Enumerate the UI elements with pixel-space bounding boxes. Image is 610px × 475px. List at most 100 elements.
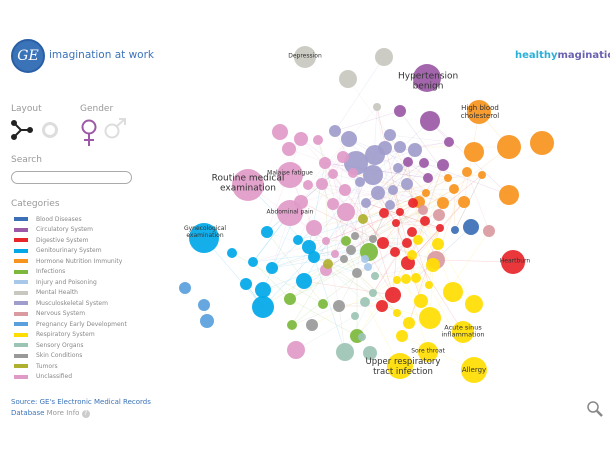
node-unclassified[interactable] — [331, 250, 339, 258]
node-respiratory-system[interactable] — [419, 307, 441, 329]
node-respiratory-system[interactable] — [426, 258, 440, 272]
node-unclassified[interactable] — [272, 124, 288, 140]
zoom-magnifier-icon[interactable] — [586, 400, 604, 418]
node-unclassified[interactable] — [319, 157, 331, 169]
node-hormone-nutrition-immunity[interactable] — [464, 142, 484, 162]
node-digestive-system[interactable] — [402, 238, 412, 248]
node-genitourinary-system[interactable] — [308, 251, 320, 263]
node-genitourinary-system[interactable] — [293, 235, 303, 245]
node-mental-health[interactable] — [373, 103, 381, 111]
node-circulatory-system[interactable] — [394, 105, 406, 117]
node-sensory-organs[interactable] — [336, 343, 354, 361]
node-unclassified[interactable] — [303, 180, 313, 190]
legend-item[interactable]: Musculoskeletal System — [14, 298, 127, 309]
node-hormone-nutrition-immunity[interactable] — [530, 131, 554, 155]
node-respiratory-system[interactable] — [432, 238, 444, 250]
node-hormone-nutrition-immunity[interactable] — [497, 135, 521, 159]
healthymagination-logo[interactable]: healthymagination — [515, 50, 610, 61]
node-respiratory-system[interactable] — [407, 250, 417, 260]
node-circulatory-system[interactable] — [444, 137, 454, 147]
legend-item[interactable]: Hormone Nutrition Immunity — [14, 256, 127, 267]
node-pregnancy-early-development[interactable] — [200, 314, 214, 328]
node-respiratory-system[interactable] — [414, 294, 428, 308]
node-respiratory-system[interactable] — [411, 273, 421, 283]
legend-item[interactable]: Respiratory System — [14, 330, 127, 341]
node-blood-diseases[interactable] — [463, 219, 479, 235]
node-skin-conditions[interactable] — [306, 319, 318, 331]
node-genitourinary-system[interactable] — [189, 223, 219, 253]
node-musculoskeletal-system[interactable] — [363, 165, 383, 185]
legend-item[interactable]: Unclassified — [14, 372, 127, 383]
node-pregnancy-early-development[interactable] — [198, 299, 210, 311]
node-unclassified[interactable] — [306, 220, 322, 236]
node-musculoskeletal-system[interactable] — [388, 185, 398, 195]
node-infections[interactable] — [318, 299, 328, 309]
node-musculoskeletal-system[interactable] — [371, 186, 385, 200]
node-genitourinary-system[interactable] — [261, 226, 273, 238]
node-skin-conditions[interactable] — [369, 235, 377, 243]
node-genitourinary-system[interactable] — [248, 257, 258, 267]
node-respiratory-system[interactable] — [452, 321, 474, 343]
legend-item[interactable]: Sensory Organs — [14, 340, 127, 351]
node-nervous-system[interactable] — [433, 209, 445, 221]
node-hormone-nutrition-immunity[interactable] — [462, 167, 472, 177]
node-genitourinary-system[interactable] — [252, 296, 274, 318]
node-sensory-organs[interactable] — [363, 346, 377, 360]
node-musculoskeletal-system[interactable] — [385, 200, 395, 210]
node-skin-conditions[interactable] — [351, 232, 359, 240]
node-genitourinary-system[interactable] — [240, 278, 252, 290]
node-unclassified[interactable] — [282, 142, 296, 156]
node-sensory-organs[interactable] — [371, 272, 379, 280]
legend-item[interactable]: Circulatory System — [14, 225, 127, 236]
node-skin-conditions[interactable] — [333, 300, 345, 312]
node-nervous-system[interactable] — [418, 205, 428, 215]
node-respiratory-system[interactable] — [465, 295, 483, 313]
node-musculoskeletal-system[interactable] — [401, 178, 413, 190]
node-genitourinary-system[interactable] — [266, 262, 278, 274]
node-musculoskeletal-system[interactable] — [393, 163, 403, 173]
node-circulatory-system[interactable] — [419, 158, 429, 168]
node-mental-health[interactable] — [339, 70, 357, 88]
node-hormone-nutrition-immunity[interactable] — [499, 185, 519, 205]
legend-item[interactable]: Digestive System — [14, 235, 127, 246]
node-unclassified[interactable] — [348, 168, 358, 178]
node-respiratory-system[interactable] — [403, 317, 415, 329]
node-hormone-nutrition-immunity[interactable] — [444, 174, 452, 182]
node-digestive-system[interactable] — [420, 216, 430, 226]
legend-item[interactable]: Nervous System — [14, 309, 127, 320]
node-musculoskeletal-system[interactable] — [384, 129, 396, 141]
node-circulatory-system[interactable] — [423, 173, 433, 183]
node-respiratory-system[interactable] — [393, 309, 401, 317]
node-digestive-system[interactable] — [501, 250, 525, 274]
node-unclassified[interactable] — [327, 198, 339, 210]
male-icon[interactable] — [104, 118, 126, 139]
female-icon[interactable] — [81, 119, 97, 147]
node-circulatory-system[interactable] — [437, 159, 449, 171]
node-sensory-organs[interactable] — [351, 312, 359, 320]
node-unclassified[interactable] — [328, 169, 338, 179]
node-respiratory-system[interactable] — [425, 281, 433, 289]
node-unclassified[interactable] — [322, 237, 330, 245]
node-unclassified[interactable] — [337, 203, 355, 221]
node-sensory-organs[interactable] — [360, 297, 370, 307]
node-pregnancy-early-development[interactable] — [179, 282, 191, 294]
node-hormone-nutrition-immunity[interactable] — [467, 100, 491, 124]
legend-item[interactable]: Tumors — [14, 361, 127, 372]
node-skin-conditions[interactable] — [346, 245, 356, 255]
node-musculoskeletal-system[interactable] — [361, 198, 371, 208]
node-mental-health[interactable] — [294, 46, 316, 68]
circle-layout-icon[interactable] — [42, 122, 58, 138]
node-nervous-system[interactable] — [483, 225, 495, 237]
legend-item[interactable]: Pregnancy Early Development — [14, 319, 127, 330]
legend-item[interactable]: Injury and Poisoning — [14, 277, 127, 288]
node-tumors[interactable] — [358, 214, 368, 224]
node-digestive-system[interactable] — [379, 208, 389, 218]
node-digestive-system[interactable] — [385, 287, 401, 303]
node-musculoskeletal-system[interactable] — [408, 143, 422, 157]
network-layout-icon[interactable] — [11, 120, 33, 140]
legend-item[interactable]: Genitourinary System — [14, 246, 127, 257]
node-genitourinary-system[interactable] — [227, 248, 237, 258]
node-digestive-system[interactable] — [436, 224, 444, 232]
node-respiratory-system[interactable] — [396, 330, 408, 342]
node-hormone-nutrition-immunity[interactable] — [478, 171, 486, 179]
